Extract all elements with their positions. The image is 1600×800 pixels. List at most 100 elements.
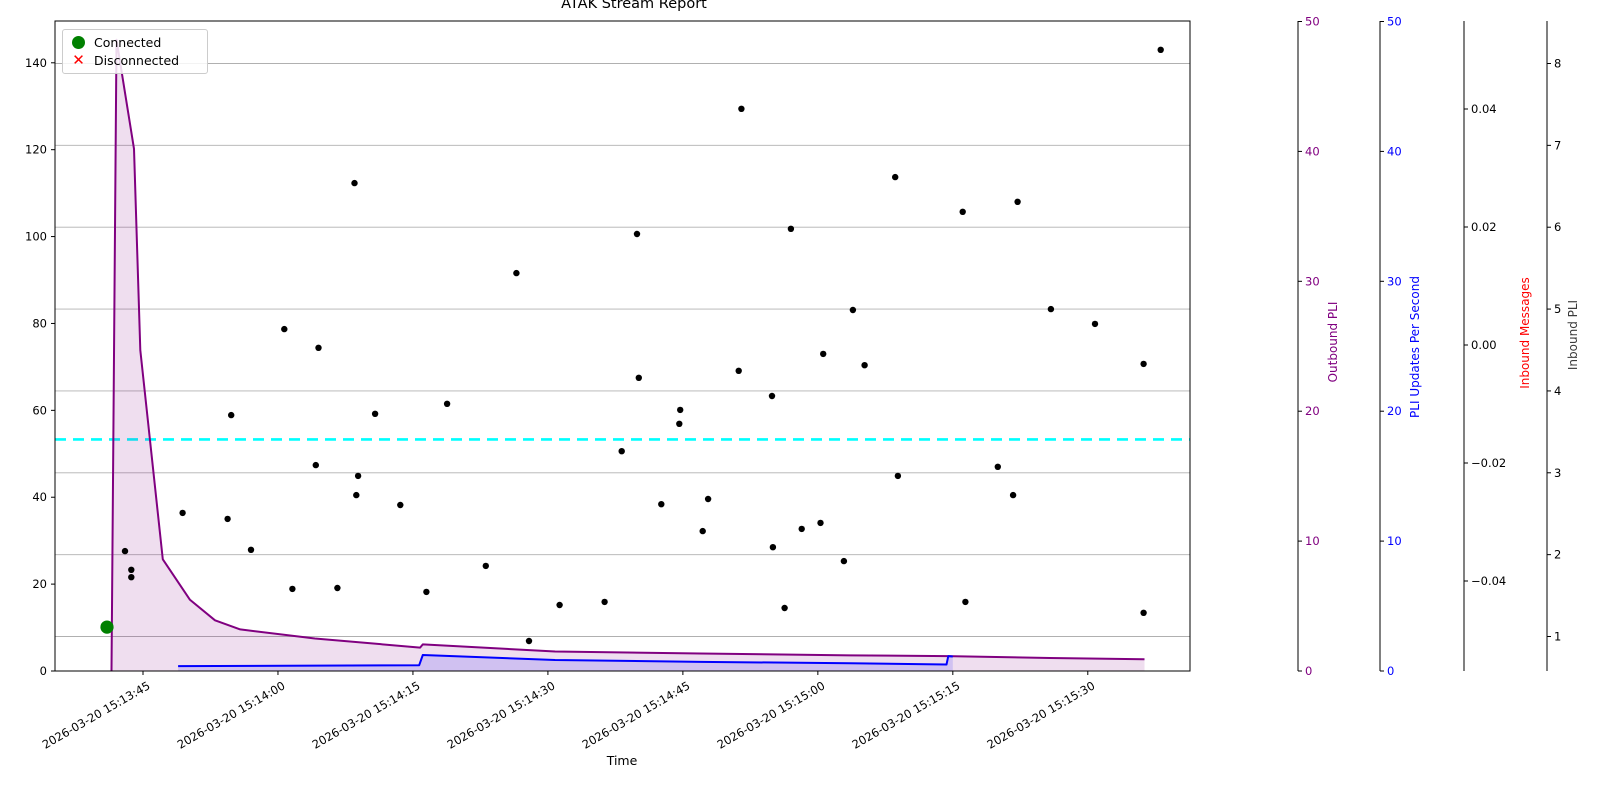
inbound_messages-tick-label: 0.04 — [1471, 102, 1497, 116]
inbound_pli-tick-label: 3 — [1554, 466, 1561, 480]
scatter-point — [353, 491, 360, 499]
scatter-point — [1009, 491, 1017, 499]
scatter-point — [676, 420, 683, 427]
left-tick-label: 20 — [32, 577, 47, 591]
pli_updates-tick-label: 10 — [1387, 534, 1402, 548]
x-tick-label: 2026-03-20 15:15:15 — [850, 678, 963, 751]
pli_updates-tick-label: 0 — [1387, 664, 1394, 678]
scatter-point — [738, 105, 745, 113]
scatter-point — [781, 604, 788, 612]
inbound_pli-tick-label: 1 — [1554, 630, 1561, 644]
scatter-point — [443, 400, 451, 407]
scatter-point — [1140, 609, 1147, 616]
scatter-point — [601, 598, 608, 606]
scatter-point — [289, 585, 296, 593]
inbound_pli-tick-label: 4 — [1554, 384, 1561, 398]
inbound-messages-axis-label: Inbound Messages — [1518, 277, 1532, 389]
inbound_pli-tick-label: 5 — [1554, 302, 1561, 316]
outbound_pli-tick-label: 40 — [1305, 144, 1320, 158]
pli_updates-tick-label: 30 — [1387, 274, 1402, 288]
inbound_pli-tick-label: 6 — [1554, 220, 1561, 234]
scatter-point — [820, 350, 827, 358]
scatter-point — [1014, 198, 1021, 205]
scatter-point — [849, 306, 857, 314]
pli_updates-tick-label: 50 — [1387, 15, 1402, 29]
inbound_messages-tick-label: 0.02 — [1471, 220, 1497, 234]
scatter-point — [618, 448, 625, 455]
outbound_pli-tick-label: 20 — [1305, 404, 1320, 418]
inbound-pli-axis-label: Inbound PLI — [1566, 299, 1580, 371]
inbound_pli-tick-label: 7 — [1554, 138, 1561, 152]
scatter-point — [798, 525, 805, 533]
outbound-pli-line — [110, 38, 1145, 672]
scatter-point — [699, 527, 706, 535]
left-tick-label: 140 — [25, 56, 47, 70]
outbound_pli-tick-label: 30 — [1305, 274, 1320, 288]
chart-title: ATAK Stream Report — [561, 0, 707, 12]
inbound_messages-tick-label: −0.02 — [1471, 456, 1506, 470]
scatter-point — [658, 501, 665, 508]
plot-border — [54, 20, 1191, 672]
scatter-point — [861, 362, 868, 369]
inbound_messages-tick-label: 0.00 — [1471, 338, 1497, 352]
inbound_messages-tick-label: −0.04 — [1471, 574, 1506, 588]
scatter-point — [247, 546, 255, 553]
scatter-point — [962, 598, 969, 606]
outbound-pli-axis-label: Outbound PLI — [1326, 301, 1340, 383]
x-tick-label: 2026-03-20 15:14:45 — [580, 678, 693, 751]
area-fill — [178, 655, 953, 671]
x-tick-label: 2026-03-20 15:13:45 — [40, 678, 153, 751]
x-tick-label: 2026-03-20 15:14:15 — [310, 678, 423, 751]
disconnected-marker-icon: ✕ — [72, 51, 85, 69]
scatter-point — [397, 501, 404, 509]
left-tick-label: 120 — [25, 143, 47, 157]
scatter-point — [281, 325, 288, 333]
scatter-point — [1140, 360, 1147, 368]
scatter-point — [817, 519, 824, 527]
scatter-point — [423, 588, 430, 596]
scatter-point — [840, 557, 848, 565]
scatter-point — [735, 367, 742, 374]
connected-event-marker — [100, 620, 114, 634]
scatter-point — [351, 179, 358, 187]
scatter-point — [354, 472, 362, 480]
x-tick-label: 2026-03-20 15:15:00 — [715, 678, 828, 751]
scatter-point — [525, 637, 533, 645]
scatter-point — [635, 374, 642, 381]
scatter-point — [121, 547, 129, 555]
left-tick-label: 60 — [32, 403, 47, 417]
scatter-point — [312, 461, 319, 469]
pli-updates-line — [178, 654, 953, 668]
connected-marker-icon — [72, 36, 85, 49]
legend-label-disconnected: Disconnected — [94, 53, 180, 68]
left-tick-label: 0 — [40, 664, 47, 678]
x-tick-label: 2026-03-20 15:15:30 — [985, 678, 1098, 751]
scatter-point — [334, 584, 341, 592]
scatter-point — [1157, 46, 1164, 53]
left-tick-label: 40 — [32, 490, 47, 504]
scatter-point — [315, 344, 322, 351]
x-tick-label: 2026-03-20 15:14:30 — [445, 678, 558, 751]
outbound_pli-tick-label: 10 — [1305, 534, 1320, 548]
outbound_pli-tick-label: 50 — [1305, 15, 1320, 29]
pli-updates-axis-label: PLI Updates Per Second — [1408, 276, 1422, 418]
scatter-point — [556, 601, 563, 609]
pli_updates-tick-label: 40 — [1387, 144, 1402, 158]
scatter-point — [704, 495, 712, 503]
scatter-point — [994, 463, 1001, 470]
left-tick-label: 100 — [25, 230, 47, 244]
scatter-point — [959, 208, 966, 215]
scatter-point — [1047, 305, 1055, 313]
scatter-point — [513, 269, 520, 277]
scatter-point — [768, 392, 776, 400]
x-axis-label: Time — [606, 753, 638, 768]
scatter-point — [224, 515, 231, 523]
area-fill — [111, 39, 1145, 671]
legend-label-connected: Connected — [94, 35, 162, 50]
legend: Connected ✕ Disconnected — [62, 29, 208, 74]
inbound_pli-tick-label: 8 — [1554, 57, 1561, 71]
outbound_pli-tick-label: 0 — [1305, 664, 1312, 678]
scatter-point — [892, 173, 899, 181]
